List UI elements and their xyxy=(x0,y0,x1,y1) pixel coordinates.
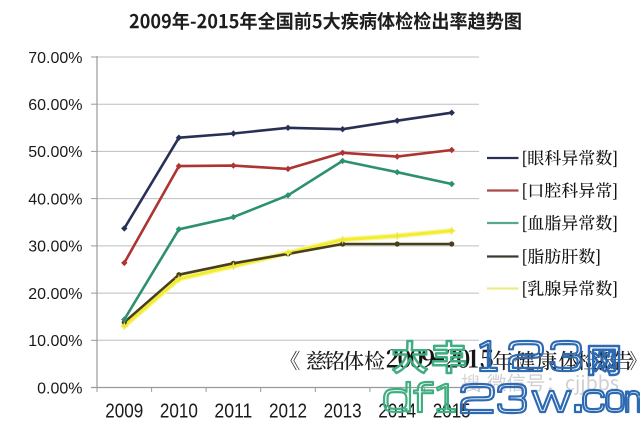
svg-text:2013: 2013 xyxy=(324,399,362,422)
svg-text:60.00%: 60.00% xyxy=(28,97,82,114)
svg-text:30.00%: 30.00% xyxy=(28,239,82,256)
svg-text:50.00%: 50.00% xyxy=(28,144,82,161)
svg-text:20.00%: 20.00% xyxy=(28,286,82,303)
svg-text:2012: 2012 xyxy=(269,399,307,422)
svg-text:2010: 2010 xyxy=(160,399,198,422)
svg-text:2009: 2009 xyxy=(105,399,143,422)
svg-text:0.00%: 0.00% xyxy=(37,380,82,397)
svg-text:40.00%: 40.00% xyxy=(28,191,82,208)
svg-text:2011: 2011 xyxy=(214,399,252,422)
svg-text:70.00%: 70.00% xyxy=(28,50,82,67)
svg-text:10.00%: 10.00% xyxy=(28,333,82,350)
